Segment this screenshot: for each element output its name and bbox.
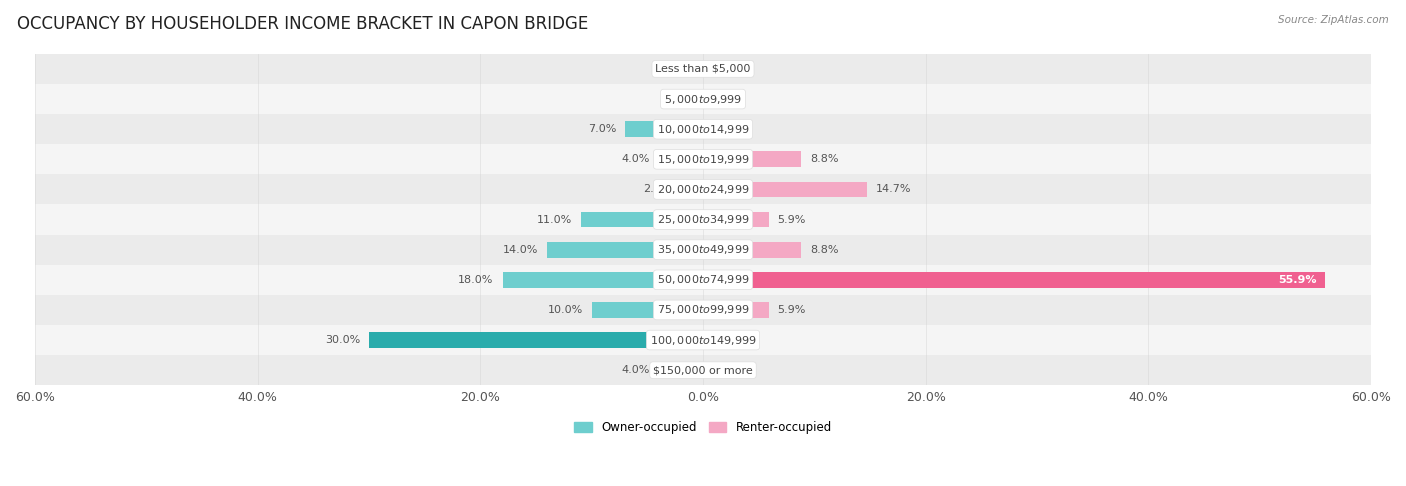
Bar	[703, 152, 801, 167]
Text: $20,000 to $24,999: $20,000 to $24,999	[657, 183, 749, 196]
Text: $25,000 to $34,999: $25,000 to $34,999	[657, 213, 749, 226]
Text: 0.0%: 0.0%	[711, 94, 740, 104]
Bar	[703, 242, 801, 258]
Text: Source: ZipAtlas.com: Source: ZipAtlas.com	[1278, 15, 1389, 25]
Text: 5.9%: 5.9%	[778, 305, 806, 315]
Text: 7.0%: 7.0%	[588, 124, 616, 134]
Text: 55.9%: 55.9%	[1278, 275, 1316, 285]
Text: 2.0%: 2.0%	[644, 185, 672, 194]
Bar	[368, 332, 703, 348]
Text: 4.0%: 4.0%	[621, 365, 650, 375]
Bar	[703, 302, 769, 318]
Bar	[35, 205, 1371, 235]
Text: 4.0%: 4.0%	[621, 155, 650, 164]
Text: 0.0%: 0.0%	[666, 94, 695, 104]
Bar	[626, 122, 703, 137]
Bar	[35, 265, 1371, 295]
Text: 14.7%: 14.7%	[876, 185, 911, 194]
Bar	[502, 272, 703, 288]
Bar	[35, 174, 1371, 205]
Text: 0.0%: 0.0%	[711, 64, 740, 74]
Text: $10,000 to $14,999: $10,000 to $14,999	[657, 122, 749, 136]
Text: 0.0%: 0.0%	[711, 365, 740, 375]
Text: $150,000 or more: $150,000 or more	[654, 365, 752, 375]
Text: OCCUPANCY BY HOUSEHOLDER INCOME BRACKET IN CAPON BRIDGE: OCCUPANCY BY HOUSEHOLDER INCOME BRACKET …	[17, 15, 588, 33]
Bar	[581, 212, 703, 227]
Bar	[35, 355, 1371, 385]
Text: 14.0%: 14.0%	[503, 244, 538, 255]
Text: 0.0%: 0.0%	[666, 64, 695, 74]
Text: 8.8%: 8.8%	[810, 244, 838, 255]
Bar	[35, 84, 1371, 114]
Bar	[703, 272, 1326, 288]
Text: Less than $5,000: Less than $5,000	[655, 64, 751, 74]
Text: $35,000 to $49,999: $35,000 to $49,999	[657, 243, 749, 256]
Text: 5.9%: 5.9%	[778, 214, 806, 225]
Bar	[703, 212, 769, 227]
Text: $50,000 to $74,999: $50,000 to $74,999	[657, 273, 749, 286]
Text: 18.0%: 18.0%	[458, 275, 494, 285]
Bar	[703, 182, 866, 197]
Bar	[658, 152, 703, 167]
Bar	[681, 182, 703, 197]
Bar	[35, 144, 1371, 174]
Bar	[592, 302, 703, 318]
Bar	[35, 54, 1371, 84]
Text: 10.0%: 10.0%	[547, 305, 582, 315]
Text: 11.0%: 11.0%	[536, 214, 572, 225]
Text: $5,000 to $9,999: $5,000 to $9,999	[664, 92, 742, 105]
Text: $15,000 to $19,999: $15,000 to $19,999	[657, 153, 749, 166]
Text: $75,000 to $99,999: $75,000 to $99,999	[657, 303, 749, 316]
Text: 0.0%: 0.0%	[711, 124, 740, 134]
Text: 8.8%: 8.8%	[810, 155, 838, 164]
Bar	[35, 114, 1371, 144]
Bar	[35, 235, 1371, 265]
Bar	[658, 363, 703, 378]
Text: 30.0%: 30.0%	[325, 335, 360, 345]
Text: 0.0%: 0.0%	[711, 335, 740, 345]
Bar	[35, 325, 1371, 355]
Bar	[35, 295, 1371, 325]
Bar	[547, 242, 703, 258]
Legend: Owner-occupied, Renter-occupied: Owner-occupied, Renter-occupied	[569, 417, 837, 439]
Text: $100,000 to $149,999: $100,000 to $149,999	[650, 333, 756, 347]
